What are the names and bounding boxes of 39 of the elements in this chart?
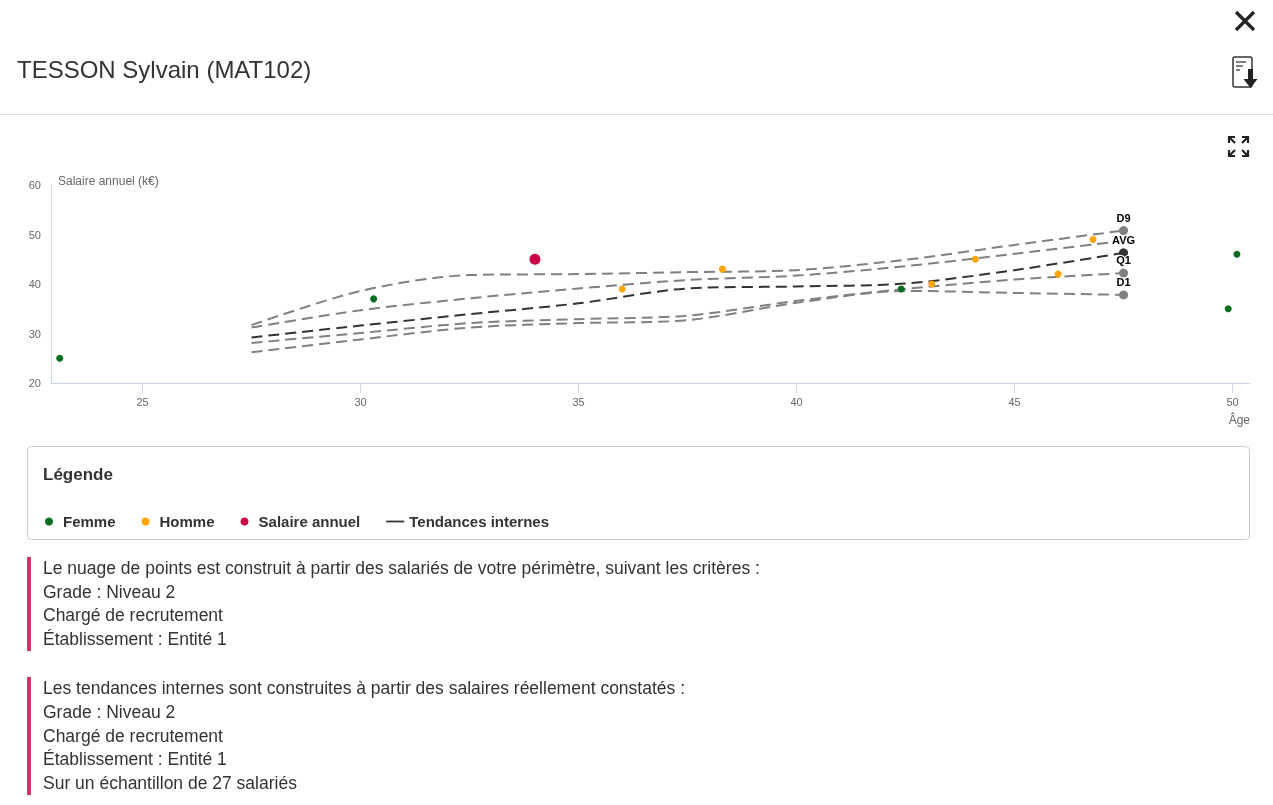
y-tick-label: 60 <box>28 179 41 191</box>
point <box>971 255 979 263</box>
legend-label: Homme <box>159 513 215 530</box>
point <box>370 295 378 303</box>
point <box>618 285 626 293</box>
x-tick-label: 35 <box>572 395 585 408</box>
chart-title: TESSON Sylvain (MAT102) <box>17 55 312 85</box>
y-tick-label: 30 <box>28 327 41 340</box>
point <box>1089 235 1097 243</box>
x-tick-label: 45 <box>1008 395 1021 408</box>
point <box>1224 305 1232 313</box>
annotation: AVG <box>1112 233 1136 246</box>
y-tick-label: 20 <box>28 377 41 389</box>
x-tick-label: 30 <box>354 395 367 408</box>
x-axis-title: Âge <box>1228 412 1251 427</box>
point <box>928 280 936 288</box>
point <box>1119 290 1129 300</box>
text: Les tendances internes sont construites à partir des salaires réellement constatés : Grade : Niveau 2 Chargé de recrutement Établissement : Entité 1 Sur un échantillon de 27 salariés <box>27 677 1247 796</box>
y-axis-title: Salaire annuel (k€) <box>58 174 159 188</box>
x-tick-label: 40 <box>790 395 803 408</box>
point <box>718 265 726 273</box>
legend-label: Salaire annuel <box>258 513 361 530</box>
y-tick-label: 50 <box>28 228 41 241</box>
x-tick-label: 25 <box>136 395 149 408</box>
point <box>1233 250 1241 258</box>
x-tick-label: 50 <box>1226 395 1239 408</box>
annotation: D1 <box>1116 275 1131 288</box>
point <box>1119 226 1129 236</box>
legend-label: Femme <box>63 513 116 530</box>
legend-title: Légende <box>43 464 113 484</box>
point <box>529 253 541 265</box>
text: Le nuage de points est construit à partir des salariés de votre périmètre, suivant les critères : Grade : Niveau 2 Chargé de recrutement Établissement : Entité 1 <box>27 557 1247 652</box>
point <box>1119 268 1129 278</box>
point <box>56 354 64 362</box>
annotation: Q1 <box>1116 254 1131 267</box>
point <box>897 285 905 293</box>
y-tick-label: 40 <box>28 278 41 290</box>
point <box>1054 270 1062 278</box>
legend-label: Tendances internes <box>409 513 550 530</box>
